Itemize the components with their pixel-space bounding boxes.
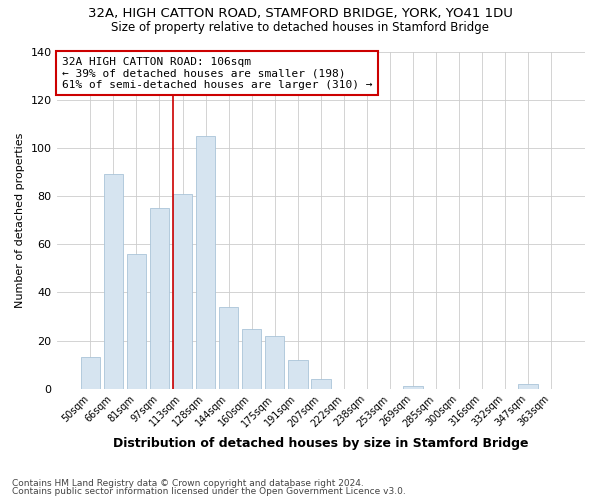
Bar <box>173 194 193 389</box>
Text: Contains HM Land Registry data © Crown copyright and database right 2024.: Contains HM Land Registry data © Crown c… <box>12 478 364 488</box>
Bar <box>265 336 284 389</box>
Text: Size of property relative to detached houses in Stamford Bridge: Size of property relative to detached ho… <box>111 21 489 34</box>
Text: 32A, HIGH CATTON ROAD, STAMFORD BRIDGE, YORK, YO41 1DU: 32A, HIGH CATTON ROAD, STAMFORD BRIDGE, … <box>88 8 512 20</box>
Bar <box>149 208 169 389</box>
Text: 32A HIGH CATTON ROAD: 106sqm
← 39% of detached houses are smaller (198)
61% of s: 32A HIGH CATTON ROAD: 106sqm ← 39% of de… <box>62 56 373 90</box>
Y-axis label: Number of detached properties: Number of detached properties <box>15 132 25 308</box>
Bar <box>80 358 100 389</box>
Bar <box>242 328 262 389</box>
Bar <box>403 386 423 389</box>
Bar <box>518 384 538 389</box>
Bar <box>196 136 215 389</box>
Bar <box>311 379 331 389</box>
Bar <box>288 360 308 389</box>
Bar <box>104 174 123 389</box>
X-axis label: Distribution of detached houses by size in Stamford Bridge: Distribution of detached houses by size … <box>113 437 529 450</box>
Bar <box>127 254 146 389</box>
Bar <box>219 307 238 389</box>
Text: Contains public sector information licensed under the Open Government Licence v3: Contains public sector information licen… <box>12 487 406 496</box>
